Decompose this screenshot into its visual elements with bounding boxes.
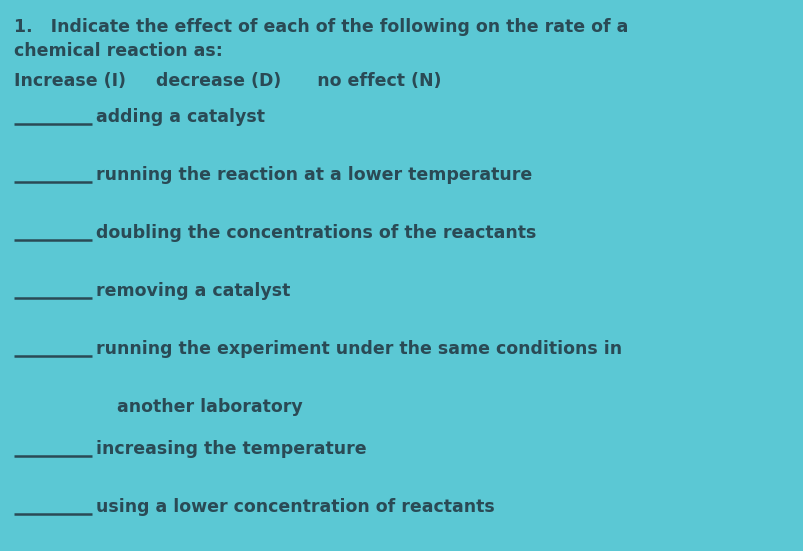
Text: running the reaction at a lower temperature: running the reaction at a lower temperat…	[96, 166, 532, 184]
Text: removing a catalyst: removing a catalyst	[96, 282, 291, 300]
Text: running the experiment under the same conditions in: running the experiment under the same co…	[96, 340, 622, 358]
Text: using a lower concentration of reactants: using a lower concentration of reactants	[96, 498, 495, 516]
Text: increasing the temperature: increasing the temperature	[96, 440, 367, 458]
Text: Increase (I)     decrease (D)      no effect (N): Increase (I) decrease (D) no effect (N)	[14, 72, 442, 90]
Text: another laboratory: another laboratory	[116, 398, 302, 416]
Text: doubling the concentrations of the reactants: doubling the concentrations of the react…	[96, 224, 536, 242]
Text: chemical reaction as:: chemical reaction as:	[14, 42, 223, 60]
Text: 1.   Indicate the effect of each of the following on the rate of a: 1. Indicate the effect of each of the fo…	[14, 18, 628, 36]
Text: adding a catalyst: adding a catalyst	[96, 108, 265, 126]
